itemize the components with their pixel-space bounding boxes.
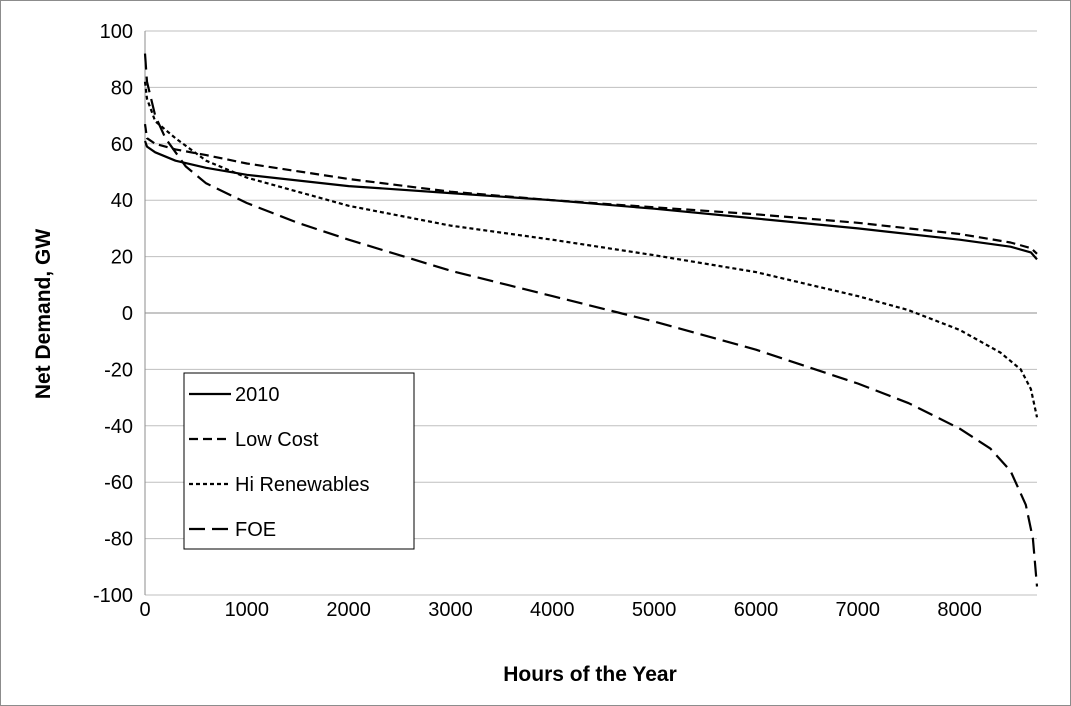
series-line-low-cost xyxy=(143,123,1038,255)
y-tick-label: -40 xyxy=(104,416,133,438)
legend-box xyxy=(183,372,415,550)
x-tick-label: 8000 xyxy=(937,599,982,621)
x-tick-label: 7000 xyxy=(836,599,881,621)
y-tick-label: -20 xyxy=(104,359,133,381)
y-tick-label: 60 xyxy=(111,134,133,156)
x-tick-labels: 0 1000 2000 3000 4000 5000 6000 7000 8000 xyxy=(139,599,981,621)
x-tick-label: 5000 xyxy=(632,599,677,621)
legend-label: Low Cost xyxy=(235,429,319,451)
legend-label: Hi Renewables xyxy=(235,474,370,496)
x-axis-title: Hours of the Year xyxy=(503,663,677,686)
y-tick-label: -100 xyxy=(93,585,133,607)
y-tick-labels: 100 80 60 40 20 0 -20 -40 -60 -80 -100 xyxy=(93,21,133,607)
x-tick-label: 1000 xyxy=(225,599,270,621)
y-tick-label: 0 xyxy=(122,303,133,325)
y-tick-label: 100 xyxy=(100,21,133,43)
x-tick-label: 2000 xyxy=(326,599,371,621)
y-tick-label: 20 xyxy=(111,247,133,269)
x-tick-label: 4000 xyxy=(530,599,575,621)
x-tick-label: 0 xyxy=(139,599,150,621)
series-line-hi-renewables xyxy=(143,81,1039,418)
x-tick-label: 6000 xyxy=(734,599,779,621)
x-tick-label: 3000 xyxy=(428,599,473,621)
series-line-foe xyxy=(143,53,1039,587)
y-tick-label: 80 xyxy=(111,77,133,99)
legend-label: FOE xyxy=(235,519,276,541)
legend-label: 2010 xyxy=(235,384,280,406)
legend: 2010 Low Cost Hi Renewables FOE xyxy=(183,372,415,550)
y-axis-title: Net Demand, GW xyxy=(32,229,55,400)
y-tick-label: 40 xyxy=(111,190,133,212)
y-tick-label: -60 xyxy=(104,472,133,494)
series-line-2010 xyxy=(143,140,1038,261)
series-lines xyxy=(143,53,1039,587)
y-tick-label: -80 xyxy=(104,529,133,551)
